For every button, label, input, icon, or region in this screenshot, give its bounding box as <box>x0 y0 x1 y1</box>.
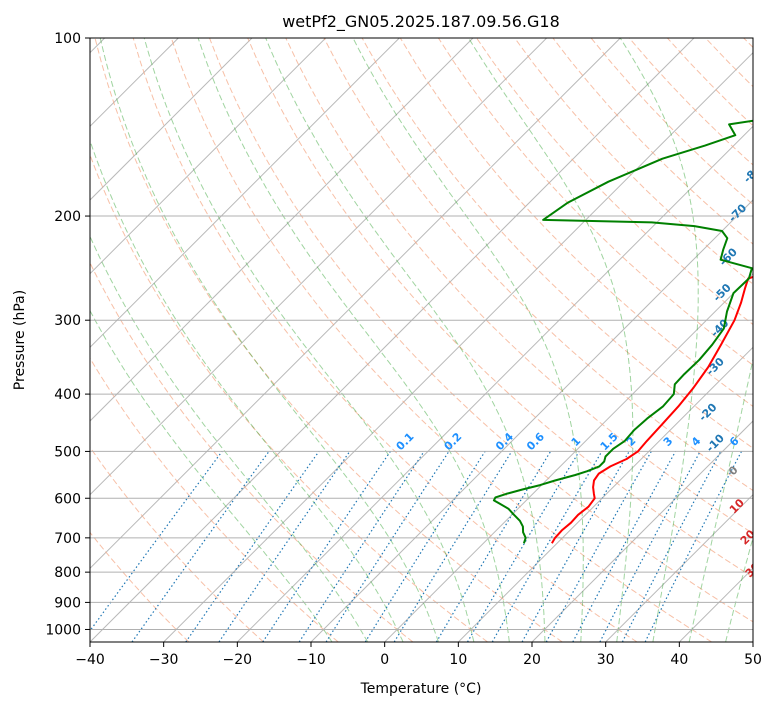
isotherm-label: 30 <box>743 560 763 580</box>
x-tick-label: 30 <box>597 652 615 668</box>
dry-adiabat-line <box>437 38 753 366</box>
y-tick-label: 600 <box>54 491 81 507</box>
sounding-series <box>492 119 753 544</box>
y-tick-label: 800 <box>54 565 81 581</box>
x-tick-label: −30 <box>149 652 179 668</box>
x-tick-label: 20 <box>523 652 541 668</box>
mixing-ratio-line <box>262 451 391 642</box>
mixing-ratio-line <box>572 451 677 642</box>
mixing-ratio-line <box>644 451 743 642</box>
dry-adiabat-line <box>90 357 339 642</box>
y-axis-label: Pressure (hPa) <box>12 290 28 390</box>
background-lines <box>90 38 753 642</box>
moist-adiabat-line <box>90 139 404 642</box>
mixing-ratio-line <box>521 451 630 642</box>
plot-background <box>90 38 753 642</box>
isotherm-line <box>384 272 753 642</box>
x-tick-label: −20 <box>223 652 253 668</box>
mixing-ratio-line <box>298 451 425 642</box>
y-tick-label: 100 <box>54 31 81 47</box>
dry-adiabat-line <box>90 261 414 642</box>
dry-adiabat-line <box>514 38 753 285</box>
dry-adiabat-line <box>209 38 753 623</box>
moist-adiabat-line <box>90 235 369 642</box>
dewpoint-line <box>492 119 753 544</box>
y-tick-label: 400 <box>54 387 81 403</box>
moist-adiabat-line <box>197 38 510 642</box>
dry-adiabat-line <box>90 446 264 642</box>
isotherm-line <box>90 38 400 349</box>
isotherm-line <box>90 38 474 422</box>
y-tick-label: 500 <box>54 444 81 460</box>
isotherm-line <box>457 346 753 642</box>
isotherm-line <box>90 38 548 496</box>
x-tick-label: 0 <box>380 652 389 668</box>
x-tick-label: 50 <box>744 652 762 668</box>
mixing-ratio-line <box>218 451 351 642</box>
x-axis-label: Temperature (°C) <box>360 681 482 697</box>
isotherm-line <box>90 38 253 201</box>
isotherm-line <box>90 38 327 275</box>
y-tick-label: 200 <box>54 209 81 225</box>
mixing-ratio-line <box>325 451 450 642</box>
dry-adiabat-line <box>170 38 712 642</box>
isotherm-line <box>90 38 695 642</box>
mixing-ratio-line <box>545 451 652 642</box>
dry-adiabat-line <box>90 531 190 642</box>
dry-adiabat-line <box>285 38 753 535</box>
x-tick-label: −10 <box>296 652 326 668</box>
x-axis: −40 −30 −20 −10 0 10 20 30 40 50 <box>75 642 762 668</box>
isotherm-line <box>236 125 753 642</box>
moist-adiabat-label: -90 <box>761 112 775 135</box>
dry-adiabat-line <box>247 38 753 578</box>
isotherm-line <box>605 493 753 642</box>
mixing-ratio-line <box>621 451 722 642</box>
y-axis: 1000 900 800 700 600 500 400 300 200 100 <box>45 31 90 638</box>
dry-adiabat-line <box>399 38 753 408</box>
mixing-ratio-line <box>90 451 223 632</box>
isotherm-line <box>531 420 753 642</box>
y-tick-label: 700 <box>54 531 81 547</box>
mixing-ratio-line <box>131 451 270 642</box>
plot-frame <box>89 37 754 643</box>
isotherm-line <box>163 51 753 642</box>
pressure-grid <box>90 38 753 630</box>
mixing-ratio-label: 8 <box>753 434 768 449</box>
dry-adiabat-line <box>94 38 563 642</box>
x-tick-label: 40 <box>670 652 688 668</box>
y-tick-label: 300 <box>54 313 81 329</box>
moist-adiabat-line <box>688 356 753 642</box>
temperature-line <box>551 275 753 544</box>
isotherm-label: 40 <box>763 587 775 607</box>
x-tick-label: −40 <box>75 652 105 668</box>
chart-title: wetPf2_GN05.2025.187.09.56.G18 <box>282 12 560 32</box>
moist-adiabat-line <box>265 38 546 642</box>
isotherm-line <box>90 38 621 570</box>
moist-adiabat-line <box>143 38 475 642</box>
y-tick-label: 1000 <box>45 622 81 638</box>
isotherm-line <box>752 641 753 642</box>
mixing-ratio-line <box>393 451 513 642</box>
y-tick-label: 900 <box>54 595 81 611</box>
x-tick-label: 10 <box>449 652 467 668</box>
dry-adiabat-line <box>132 38 638 642</box>
dry-adiabat-line <box>90 153 488 642</box>
moist-adiabat-line <box>619 38 699 642</box>
moist-adiabat-line <box>352 38 584 642</box>
mixing-ratio-line <box>185 451 320 642</box>
moist-adiabat-line <box>99 38 439 642</box>
